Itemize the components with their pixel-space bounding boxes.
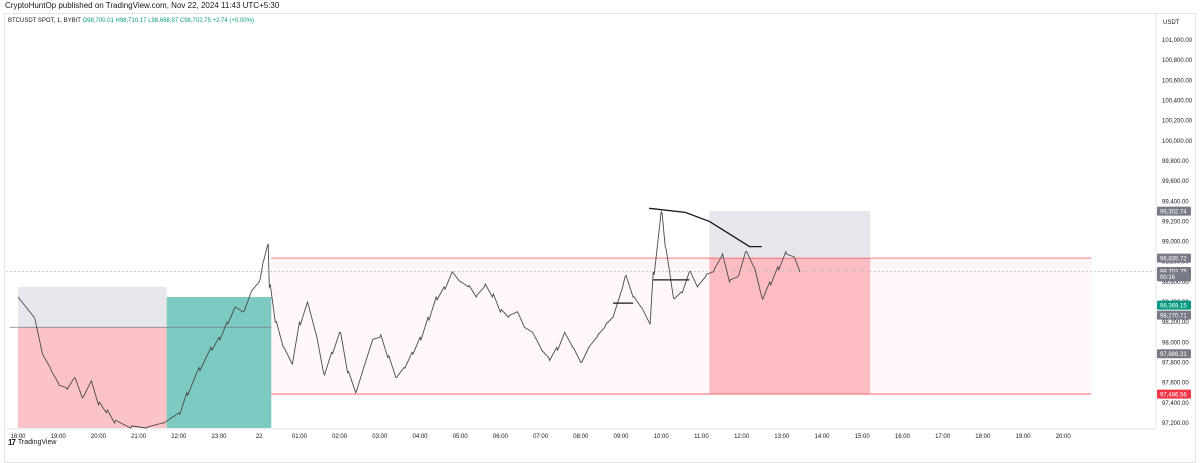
y-tick-label: 99,400.00 — [1162, 199, 1189, 205]
symbol-name[interactable]: BTCUSDT SPOT, 1, BYBIT — [8, 18, 81, 24]
price-tag-bg-3 — [1157, 272, 1191, 282]
x-tick-label: 22:00 — [171, 434, 187, 440]
x-tick-label: 06:00 — [493, 434, 509, 440]
y-tick-label: 100,000.00 — [1162, 139, 1193, 145]
price-tag-3: 00:16 — [1160, 275, 1176, 281]
price-tag-1: 98,835.72 — [1160, 256, 1187, 262]
y-tick-label: 99,800.00 — [1162, 159, 1189, 165]
x-tick-label: 10:00 — [654, 434, 670, 440]
y-tick-label: 100,200.00 — [1162, 119, 1193, 125]
x-tick-label: 16:00 — [895, 434, 911, 440]
x-tick-label: 22 — [256, 434, 263, 440]
price-tag-7: 97,486.56 — [1160, 392, 1187, 398]
price-tag-bg-1 — [1157, 253, 1191, 263]
price-axis: 101,000.00 100,800.00 100,600.00 100,400.00… — [1155, 14, 1193, 428]
zone-loss-6 — [709, 258, 871, 272]
x-tick-label: 02:00 — [332, 434, 348, 440]
x-tick-label: 23:00 — [211, 434, 227, 440]
price-tag-0: 99,302.74 — [1160, 209, 1187, 215]
x-tick-label: 07:00 — [533, 434, 549, 440]
y-tick-label: 97,400.00 — [1162, 401, 1189, 407]
zone-loss-7 — [709, 271, 871, 395]
x-tick-label: 03:00 — [372, 434, 388, 440]
x-tick-label: 18:00 — [10, 434, 26, 440]
y-tick-label: 100,400.00 — [1162, 99, 1193, 105]
y-tick-label: 98,600.00 — [1162, 280, 1189, 286]
x-tick-label: 15:00 — [855, 434, 871, 440]
price-tags: 99,302.7498,835.7298,702.7500:1698,369.1… — [1157, 206, 1191, 399]
price-tag-bg-5 — [1157, 310, 1191, 320]
zone-profit-2 — [166, 297, 272, 328]
y-tick-label: 99,000.00 — [1162, 240, 1189, 246]
zone-loss-1 — [18, 327, 167, 428]
y-tick-label: 100,800.00 — [1162, 58, 1193, 64]
price-tag-bg-4 — [1157, 300, 1191, 310]
x-tick-label: 19:00 — [51, 434, 67, 440]
x-tick-label: 14:00 — [814, 434, 830, 440]
y-tick-label: 98,800.00 — [1162, 260, 1189, 266]
price-tag-6: 97,886.31 — [1160, 352, 1187, 358]
y-tick-label: 98,200.00 — [1162, 320, 1189, 326]
zone-profit-3 — [166, 327, 272, 428]
drawn-line-2 — [649, 207, 762, 248]
x-tick-label: 13:00 — [774, 434, 790, 440]
symbol-info: BTCUSDT SPOT, 1, BYBIT O98,700.01 H98,71… — [8, 18, 254, 24]
x-tick-label: 17:00 — [935, 434, 951, 440]
y-tick-label: 99,600.00 — [1162, 179, 1189, 185]
price-tag-bg-0 — [1157, 206, 1191, 216]
x-tick-label: 12:00 — [734, 434, 750, 440]
x-tick-label: 05:00 — [453, 434, 469, 440]
published-header: CryptoHuntOp published on TradingView.co… — [5, 1, 280, 10]
y-tick-label: 100,600.00 — [1162, 78, 1193, 84]
x-tick-label: 19:00 — [1015, 434, 1031, 440]
price-tag-5: 98,270.71 — [1160, 313, 1187, 319]
x-tick-label: 11:00 — [694, 434, 709, 440]
price-levels — [9, 257, 1092, 395]
y-tick-label: 97,200.00 — [1162, 421, 1189, 427]
currency-label: USDT — [1163, 20, 1180, 26]
x-tick-label: 08:00 — [573, 434, 589, 440]
x-tick-label: 20:00 — [91, 434, 107, 440]
price-series-line — [17, 211, 801, 429]
x-tick-label: 20:00 — [1056, 434, 1072, 440]
ohlc-values: O98,700.01 H98,710.17 L98,668.97 C98,702… — [82, 18, 254, 24]
y-tick-label: 99,200.00 — [1162, 219, 1189, 225]
x-tick-label: 04:00 — [412, 434, 428, 440]
x-tick-label: 18:00 — [975, 434, 991, 440]
price-tag-bg-7 — [1157, 389, 1191, 399]
x-tick-label: 01:00 — [292, 434, 308, 440]
time-axis: 18:00 19:00 20:00 21:00 22:00 23:00 22 01:00 02:… — [6, 428, 1156, 440]
y-tick-label: 97,800.00 — [1162, 361, 1189, 367]
footer: 17 TradingView — [8, 438, 56, 447]
drawing-tools — [613, 207, 762, 304]
price-tag-bg-6 — [1157, 349, 1191, 359]
price-chart[interactable]: 101,000.00 100,800.00 100,600.00 100,400.00… — [0, 0, 1200, 451]
zone-neutral-5 — [709, 211, 871, 259]
tradingview-logo-icon: 17 — [8, 438, 16, 447]
zone-neutral-0 — [18, 286, 167, 328]
x-tick-label: 21:00 — [131, 434, 147, 440]
y-tick-label: 98,000.00 — [1162, 340, 1189, 346]
y-tick-label: 97,600.00 — [1162, 381, 1189, 387]
footer-brand: TradingView — [17, 439, 57, 446]
position-zones — [18, 211, 1092, 428]
x-tick-label: 09:00 — [613, 434, 629, 440]
y-tick-label: 101,000.00 — [1162, 38, 1193, 44]
price-tag-4: 98,369.15 — [1160, 303, 1187, 309]
